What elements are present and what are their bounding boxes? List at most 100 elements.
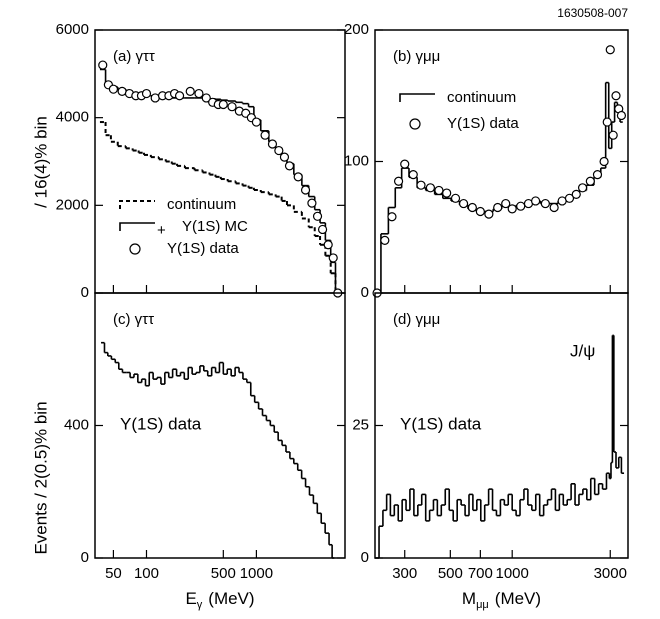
data-point xyxy=(592,170,603,180)
y-tick-label: 0 xyxy=(361,284,369,301)
y-tick-label: 200 xyxy=(344,21,369,38)
data-point xyxy=(307,198,317,208)
legend-line xyxy=(399,93,435,102)
annotation: Υ(1S) data xyxy=(120,414,202,433)
x-label-symbol: M xyxy=(462,589,476,608)
data-point xyxy=(605,45,615,55)
legend-marker xyxy=(129,243,141,255)
data-point xyxy=(501,198,511,209)
annotation: J/ψ xyxy=(570,341,595,360)
y-axis-label: / 16(4)% bin xyxy=(31,116,50,208)
data-point xyxy=(585,176,595,186)
x-tick-label: 1000 xyxy=(240,565,273,582)
data-point xyxy=(284,161,295,171)
plot-frame xyxy=(374,29,629,294)
data-point xyxy=(458,198,469,209)
data-point xyxy=(323,240,333,250)
data-point xyxy=(602,117,612,127)
data-point xyxy=(608,130,618,140)
panel-title: (c) γττ xyxy=(113,311,154,328)
data-point xyxy=(279,152,290,162)
data-point xyxy=(251,117,261,127)
x-label-unit: (MeV) xyxy=(495,589,541,608)
y-tick-label: 25 xyxy=(352,416,369,433)
panel-title: (d) γμμ xyxy=(393,311,440,328)
legend-line xyxy=(119,200,155,209)
data-point xyxy=(218,99,228,110)
data-point xyxy=(408,170,418,180)
x-axis-label: Eγ (MeV) xyxy=(185,589,254,610)
y-tick-label: 100 xyxy=(344,152,369,169)
x-tick-label: 1000 xyxy=(496,565,529,582)
data-point xyxy=(564,193,575,203)
legend-label: Υ(1S) data xyxy=(167,240,239,257)
data-point xyxy=(317,224,328,235)
data-point xyxy=(571,189,581,199)
data-point xyxy=(442,188,452,198)
data-point xyxy=(260,130,270,140)
data-point xyxy=(201,93,211,103)
legend-label: Υ(1S) MC xyxy=(182,218,248,235)
data-point xyxy=(599,156,609,167)
x-label-symbol: E xyxy=(185,589,196,608)
data-point xyxy=(174,91,185,101)
data-point xyxy=(227,102,237,112)
data-point xyxy=(475,206,485,217)
legend-label: continuum xyxy=(167,196,236,213)
legend-marker xyxy=(409,118,421,130)
panel-title: (a) γττ xyxy=(113,48,155,65)
data-point xyxy=(611,91,621,101)
legend-prefix: + xyxy=(157,222,166,239)
data-point xyxy=(467,202,477,213)
x-tick-label: 500 xyxy=(438,565,463,582)
data-point xyxy=(450,193,461,203)
data-point xyxy=(108,84,119,94)
x-tick-label: 3000 xyxy=(594,565,627,582)
data-point xyxy=(98,60,108,70)
data-point xyxy=(507,204,517,214)
legend-label: Υ(1S) data xyxy=(447,115,519,132)
data-point xyxy=(540,198,550,209)
data-point xyxy=(400,159,410,169)
data-point xyxy=(516,201,526,211)
y-tick-label: 0 xyxy=(81,284,89,301)
data-point xyxy=(328,253,338,263)
data-point xyxy=(274,145,284,156)
x-tick-label: 100 xyxy=(134,565,159,582)
x-label-subscript: μμ xyxy=(476,599,489,611)
data-point xyxy=(185,86,195,96)
data-point xyxy=(616,110,627,121)
y-tick-label: 4000 xyxy=(56,109,89,126)
data-point xyxy=(549,202,559,213)
data-point xyxy=(393,176,404,186)
data-point xyxy=(300,185,311,195)
data-point xyxy=(416,180,426,190)
data-point xyxy=(387,212,397,222)
x-label-subscript: γ xyxy=(197,599,203,611)
y-tick-label: 6000 xyxy=(56,21,89,38)
step-riser xyxy=(104,122,337,293)
data-point xyxy=(194,88,204,99)
x-axis-label: Mμμ (MeV) xyxy=(462,589,541,610)
data-point xyxy=(380,235,390,245)
data-point xyxy=(425,183,436,193)
legend-label: continuum xyxy=(447,89,516,106)
panel-title: (b) γμμ xyxy=(393,48,440,65)
data-point xyxy=(531,196,541,206)
data-point xyxy=(267,139,278,149)
data-point xyxy=(312,211,323,221)
step-riser xyxy=(378,335,623,558)
y-tick-label: 2000 xyxy=(56,196,89,213)
annotation: Υ(1S) data xyxy=(400,414,482,433)
x-tick-label: 300 xyxy=(392,565,417,582)
step-riser xyxy=(103,342,333,558)
figure-id: 1630508-007 xyxy=(557,6,628,20)
x-tick-label: 700 xyxy=(468,565,493,582)
data-point xyxy=(141,88,152,99)
legend-line xyxy=(119,222,155,231)
y-tick-label: 400 xyxy=(64,416,89,433)
y-axis-label: Events / 2(0.5)% bin xyxy=(31,401,50,554)
y-tick-label: 0 xyxy=(81,549,89,566)
y-tick-label: 0 xyxy=(361,549,369,566)
